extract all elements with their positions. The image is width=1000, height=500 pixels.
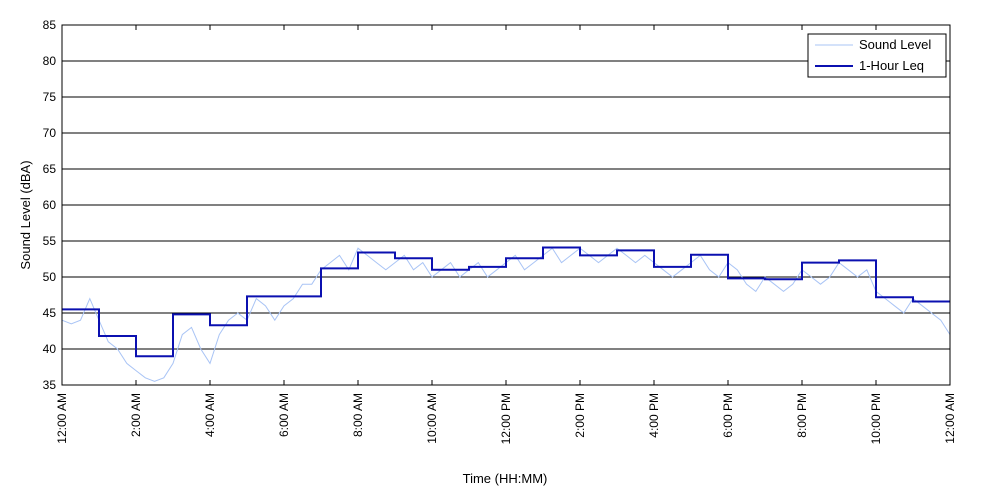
x-tick-label-24: 12:00 AM xyxy=(943,393,957,444)
leq-step-line xyxy=(62,246,950,358)
y-tick-label-65: 65 xyxy=(43,162,57,176)
y-tick-labels: 35 40 45 50 55 60 65 70 75 80 85 xyxy=(43,18,57,392)
x-tick-label-22: 10:00 PM xyxy=(869,393,883,444)
grid-lines xyxy=(62,60,950,350)
y-tick-label-45: 45 xyxy=(43,306,57,320)
y-tick-label-55: 55 xyxy=(43,234,57,248)
y-axis-label: Sound Level (dBA) xyxy=(18,160,33,269)
axes xyxy=(61,24,951,386)
legend: Sound Level 1-Hour Leq xyxy=(807,33,947,78)
x-tick-label-16: 4:00 PM xyxy=(647,393,661,438)
x-tick-label-8: 8:00 AM xyxy=(351,393,365,437)
y-tick-label-35: 35 xyxy=(43,378,57,392)
x-axis-label: Time (HH:MM) xyxy=(463,471,548,486)
y-tick-label-50: 50 xyxy=(43,270,57,284)
y-tick-label-40: 40 xyxy=(43,342,57,356)
x-tick-label-20: 8:00 PM xyxy=(795,393,809,438)
x-tick-label-0: 12:00 AM xyxy=(55,393,69,444)
y-tick-label-60: 60 xyxy=(43,198,57,212)
x-tick-label-6: 6:00 AM xyxy=(277,393,291,437)
x-tick-label-12: 12:00 PM xyxy=(499,393,513,444)
x-tick-label-2: 2:00 AM xyxy=(129,393,143,437)
x-tick-labels: 12:00 AM 2:00 AM 4:00 AM 6:00 AM 8:00 AM 10:0… xyxy=(55,393,957,444)
x-tick-label-10: 10:00 AM xyxy=(425,393,439,444)
legend-label-sound-level: Sound Level xyxy=(859,37,931,52)
legend-label-1-hour-leq: 1-Hour Leq xyxy=(859,58,924,73)
x-tick-label-18: 6:00 PM xyxy=(721,393,735,438)
y-tick-label-75: 75 xyxy=(43,90,57,104)
series-1-hour-leq xyxy=(62,246,950,358)
legend-box xyxy=(807,33,947,78)
y-tick-label-70: 70 xyxy=(43,126,57,140)
y-tick-label-85: 85 xyxy=(43,18,57,32)
x-tick-label-14: 2:00 PM xyxy=(573,393,587,438)
x-tick-label-4: 4:00 AM xyxy=(203,393,217,437)
y-tick-label-80: 80 xyxy=(43,54,57,68)
